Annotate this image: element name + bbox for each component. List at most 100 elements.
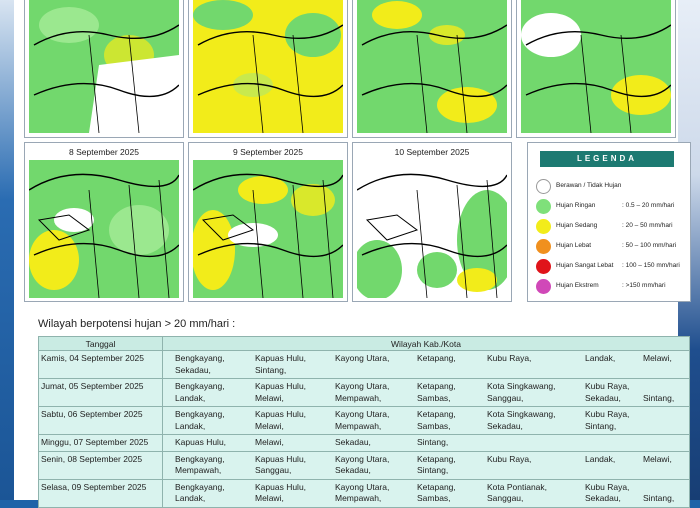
legend-item: Hujan Ekstrem : >150 mm/hari [536,279,686,295]
table-row: Selasa, 09 September 2025 Bengkayang, Kapu… [38,478,690,508]
legend-range: : 20 – 50 mm/hari [622,222,673,229]
area-name [643,409,700,421]
area-name: Kota Singkawang, [487,381,556,391]
legend-label: Hujan Ringan [556,202,596,209]
area-name: Melawi, [643,353,672,363]
background-left [0,0,14,500]
area-cell: Kapuas Hulu, Melawi, Sekadau, Sintang, [162,434,690,452]
table-row: Kamis, 04 September 2025 Bengkayang, Kapua… [38,350,690,379]
area-name: Ketapang, [417,381,456,391]
area-name: Mempawah, [335,392,382,403]
map-date: 9 September 2025 [233,147,303,157]
rainfall-map [521,0,671,133]
area-name: Mempawah, [335,493,382,503]
map-date: 10 September 2025 [394,147,470,157]
area-name: Sambas, [417,420,451,431]
legend-item: Hujan Lebat: 50 – 100 mm/hari [536,239,686,255]
area-name: Kubu Raya, [487,353,532,363]
area-name: Kota Singkawang, [487,409,556,419]
rainfall-map [29,0,179,133]
area-name: Sintang, [643,392,675,403]
area-name: Landak, [175,392,206,403]
legend-label: Berawan / Tidak Hujan [556,182,622,189]
date-cell: Sabtu, 06 September 2025 [38,406,163,435]
area-name: Kapuas Hulu, [255,353,307,363]
area-name: Kapuas Hulu, [255,481,307,492]
legend-title: LEGENDA [540,151,674,167]
area-cell: Bengkayang, Kapuas Hulu, Kayong Utara, Keta… [162,450,690,480]
legend-range: : 100 – 150 mm/hari [622,262,680,269]
area-name: Sintang, [585,420,617,431]
column-header-area: Wilayah Kab./Kota [162,336,690,351]
area-cell: Bengkayang, Kapuas Hulu, Kayong Utara, Keta… [162,378,690,407]
date-cell: Selasa, 09 September 2025 [38,478,163,508]
area-name: Bengkayang, [175,353,225,363]
date-cell: Kamis, 04 September 2025 [38,350,163,379]
map-panel [188,0,348,138]
area-name: Bengkayang, [175,381,225,391]
area-name: Landak, [585,353,616,363]
map-panel [516,0,676,138]
area-name: Kubu Raya, [585,381,630,391]
area-name: Melawi, [255,420,284,431]
area-name: Ketapang, [417,453,456,464]
date-cell: Jumat, 05 September 2025 [38,378,163,407]
area-name: Landak, [175,420,206,431]
legend-item: Hujan Ringan : 0.5 – 20 mm/hari [536,199,686,215]
area-name: Bengkayang, [175,481,225,492]
table-row: Senin, 08 September 2025 Bengkayang, Kapua… [38,450,690,480]
area-name: Sintang, [255,364,287,375]
table-row: Sabtu, 06 September 2025 Bengkayang, Kapua… [38,406,690,435]
section-title: Wilayah berpotensi hujan > 20 mm/hari : [38,318,236,330]
area-name: Kapuas Hulu, [255,409,307,419]
area-name: Sambas, [417,493,451,503]
area-name: Kubu Raya, [487,453,532,464]
area-name: Sekadau, [585,392,621,403]
area-name: Sintang, [417,437,449,447]
area-name: Kayong Utara, [335,381,390,391]
map-panel: 9 September 2025 [188,142,348,302]
area-name: Ketapang, [417,353,456,363]
legend-box: LEGENDA Berawan / Tidak Hujan Hujan Ringa… [527,142,691,302]
map-panel: 8 September 2025 [24,142,184,302]
legend-label: Hujan Ekstrem [556,282,599,289]
legend-item: Berawan / Tidak Hujan [536,179,686,195]
area-name: Melawi, [643,453,672,464]
legend-label: Hujan Lebat [556,242,592,249]
legend-range: : >150 mm/hari [622,282,666,289]
area-name: Bengkayang, [175,453,225,464]
legend-label: Hujan Sangat Lebat [556,262,614,269]
area-name: Landak, [175,493,206,503]
date-cell: Minggu, 07 September 2025 [38,434,163,452]
area-name [643,482,700,494]
area-name: Sintang, [417,465,449,475]
bulletin-sheet: 8 September 2025 9 September 2025 10 Sep… [14,0,691,508]
area-cell: Bengkayang, Kapuas Hulu, Kayong Utara, Keta… [162,478,690,508]
area-name: Kapuas Hulu, [175,437,227,447]
area-name: Melawi, [255,493,284,503]
legend-range: : 0.5 – 20 mm/hari [622,202,675,209]
rainfall-map [357,160,507,298]
area-name: Ketapang, [417,409,456,419]
legend-swatch [536,219,551,234]
rainfall-map [357,0,507,133]
legend-swatch [536,199,551,214]
rain-area-table: Tanggal Wilayah Kab./Kota Kamis, 04 Sept… [38,336,690,508]
area-name: Landak, [585,453,616,464]
area-name: Sambas, [417,392,451,403]
legend-swatch [536,179,551,194]
column-header-date: Tanggal [38,336,163,351]
rainfall-map [193,0,343,133]
rainfall-map [193,160,343,298]
table-row: Minggu, 07 September 2025 Kapuas Hulu, Mel… [38,434,690,452]
area-name: Ketapang, [417,481,456,492]
area-cell: Bengkayang, Kapuas Hulu, Kayong Utara, Keta… [162,350,690,379]
map-panel [24,0,184,138]
legend-label: Hujan Sedang [556,222,598,229]
area-name: Melawi, [255,392,284,403]
legend-swatch [536,279,551,294]
area-name: Kota Pontianak, [487,481,548,492]
legend-swatch [536,259,551,274]
area-name: Sekadau, [487,420,523,431]
area-name [643,381,700,393]
